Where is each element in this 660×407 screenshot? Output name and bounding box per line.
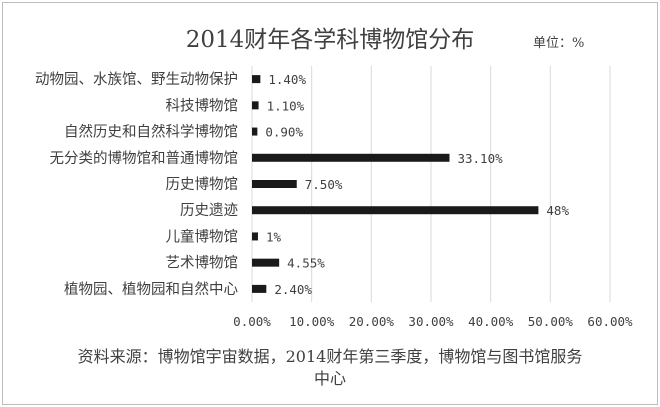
data-label: 1%: [266, 229, 282, 244]
x-tick-label: 10.00%: [289, 314, 335, 329]
category-label: 历史遗迹: [180, 202, 238, 219]
x-tick-label: 20.00%: [349, 314, 395, 329]
x-tick-label: 0.00%: [233, 314, 271, 329]
data-label: 4.55%: [287, 256, 325, 271]
data-label: 48%: [546, 203, 569, 218]
bar: [252, 206, 539, 215]
x-tick-label: 50.00%: [528, 314, 574, 329]
category-label: 植物园、植物园和自然中心: [64, 281, 238, 298]
bar: [252, 258, 280, 267]
x-tick-label: 60.00%: [587, 314, 633, 329]
category-label: 儿童博物馆: [166, 227, 239, 245]
bar: [252, 153, 450, 162]
x-tick-label: 30.00%: [408, 314, 454, 329]
category-label: 历史博物馆: [166, 176, 239, 193]
bar: [252, 180, 297, 188]
x-tick-label: 40.00%: [468, 314, 514, 329]
bar: [252, 75, 261, 84]
bar: [252, 127, 258, 136]
data-label: 0.90%: [265, 125, 303, 140]
unit-label: 单位：%: [533, 36, 585, 51]
bar: [252, 101, 259, 110]
data-label: 1.10%: [267, 98, 305, 113]
category-label: 艺术博物馆: [166, 255, 239, 272]
category-label: 自然历史和自然科学博物馆: [64, 124, 238, 141]
bar: [252, 232, 258, 241]
chart-title: 2014财年各学科博物馆分布: [185, 27, 475, 53]
category-label: 科技博物馆: [166, 97, 239, 114]
source-note: 资料来源：博物馆宇宙数据，2014财年第三季度，博物馆与图书馆服务中心: [77, 347, 583, 388]
category-label: 动物园、水族馆、野生动物保护: [35, 71, 238, 88]
data-label: 1.40%: [268, 72, 306, 87]
data-label: 2.40%: [274, 282, 312, 297]
category-label: 无分类的博物馆和普通博物馆: [50, 150, 239, 167]
bar: [252, 284, 267, 293]
data-label: 33.10%: [457, 151, 503, 166]
data-label: 7.50%: [305, 177, 343, 192]
